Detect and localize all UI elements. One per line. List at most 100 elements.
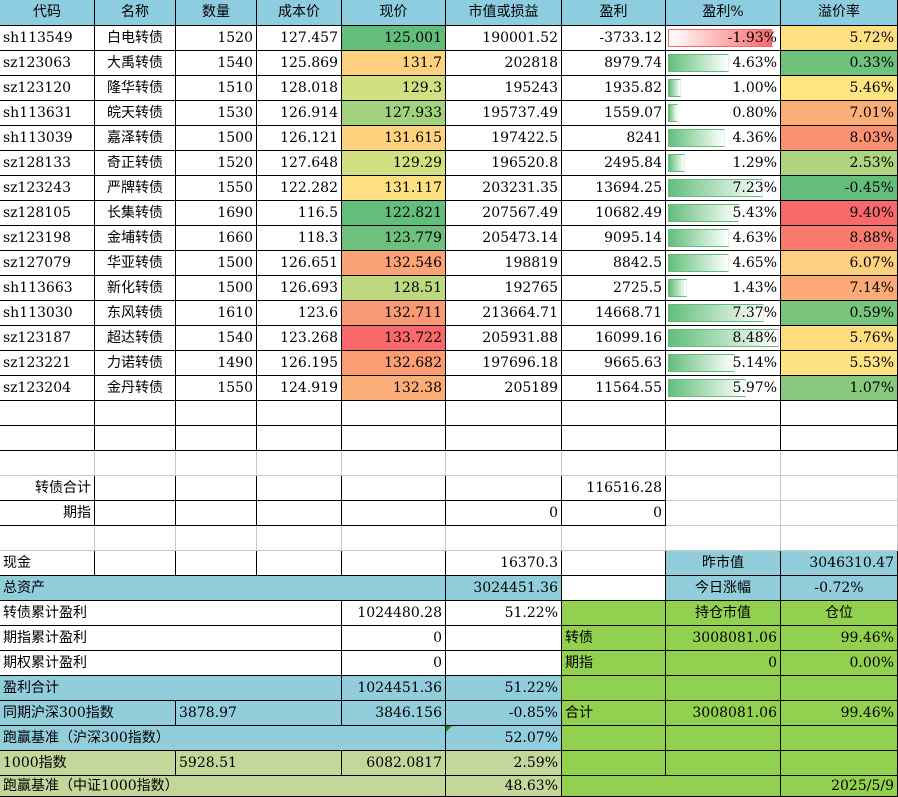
empty-cell[interactable] bbox=[446, 651, 562, 676]
bond-market-value[interactable]: 195243 bbox=[446, 76, 562, 101]
col-header[interactable]: 市值或损益 bbox=[446, 0, 562, 26]
cb-pos-label[interactable]: 转债 bbox=[562, 626, 666, 651]
bond-profit-pct[interactable]: 4.63% bbox=[666, 226, 781, 251]
hs300-now[interactable]: 3846.156 bbox=[342, 701, 446, 726]
empty-cell[interactable] bbox=[446, 426, 562, 451]
total-position[interactable]: 99.46% bbox=[781, 701, 898, 726]
bond-cost[interactable]: 125.869 bbox=[257, 51, 342, 76]
hs300-base[interactable]: 3878.97 bbox=[176, 701, 342, 726]
bond-price[interactable]: 129.3 bbox=[342, 76, 446, 101]
bond-premium[interactable]: 2.53% bbox=[781, 151, 898, 176]
empty-cell[interactable] bbox=[781, 526, 898, 551]
bond-code[interactable]: sz123120 bbox=[0, 76, 95, 101]
empty-cell[interactable] bbox=[781, 676, 898, 701]
col-header[interactable]: 名称 bbox=[95, 0, 176, 26]
hold-mv-label[interactable]: 持仓市值 bbox=[666, 601, 781, 626]
bond-market-value[interactable]: 195737.49 bbox=[446, 101, 562, 126]
empty-cell[interactable] bbox=[257, 526, 342, 551]
empty-cell[interactable] bbox=[0, 526, 95, 551]
total-assets-label[interactable]: 总资产 bbox=[0, 576, 446, 601]
bond-profit-pct[interactable]: 4.65% bbox=[666, 251, 781, 276]
bond-price[interactable]: 127.933 bbox=[342, 101, 446, 126]
bond-profit-pct[interactable]: 8.48% bbox=[666, 326, 781, 351]
bond-premium[interactable]: 5.76% bbox=[781, 326, 898, 351]
empty-cell[interactable] bbox=[342, 526, 446, 551]
prev-mv-label[interactable]: 昨市值 bbox=[666, 551, 781, 576]
empty-cell[interactable] bbox=[257, 401, 342, 426]
csi1000-now[interactable]: 6082.0817 bbox=[342, 751, 446, 776]
cash-value[interactable]: 16370.3 bbox=[446, 551, 562, 576]
bond-profit-pct[interactable]: 1.43% bbox=[666, 276, 781, 301]
empty-cell[interactable] bbox=[562, 526, 666, 551]
bond-cost[interactable]: 118.3 bbox=[257, 226, 342, 251]
bond-profit[interactable]: 10682.49 bbox=[562, 201, 666, 226]
empty-cell[interactable] bbox=[666, 676, 781, 701]
empty-cell[interactable] bbox=[95, 501, 176, 526]
empty-cell[interactable] bbox=[562, 426, 666, 451]
bond-market-value[interactable]: 205473.14 bbox=[446, 226, 562, 251]
empty-cell[interactable] bbox=[562, 776, 781, 797]
csi1000-base[interactable]: 5928.51 bbox=[176, 751, 342, 776]
empty-cell[interactable] bbox=[446, 451, 562, 476]
empty-cell[interactable] bbox=[562, 551, 666, 576]
futures-mv[interactable]: 0 bbox=[446, 501, 562, 526]
bond-name[interactable]: 金埔转债 bbox=[95, 226, 176, 251]
bond-qty[interactable]: 1690 bbox=[176, 201, 257, 226]
empty-cell[interactable] bbox=[176, 451, 257, 476]
bond-premium[interactable]: 9.40% bbox=[781, 201, 898, 226]
bond-name[interactable]: 金丹转债 bbox=[95, 376, 176, 401]
bond-code[interactable]: sh113631 bbox=[0, 101, 95, 126]
bond-premium[interactable]: 5.72% bbox=[781, 26, 898, 51]
profit-total-value[interactable]: 1024451.36 bbox=[342, 676, 446, 701]
bond-premium[interactable]: 8.03% bbox=[781, 126, 898, 151]
empty-cell[interactable] bbox=[176, 551, 257, 576]
empty-cell[interactable] bbox=[176, 401, 257, 426]
bond-code[interactable]: sz123204 bbox=[0, 376, 95, 401]
bond-market-value[interactable]: 205931.88 bbox=[446, 326, 562, 351]
bond-cost[interactable]: 127.648 bbox=[257, 151, 342, 176]
bond-qty[interactable]: 1660 bbox=[176, 226, 257, 251]
bond-premium[interactable]: 0.59% bbox=[781, 301, 898, 326]
fut-position[interactable]: 0.00% bbox=[781, 651, 898, 676]
empty-cell[interactable] bbox=[666, 751, 781, 776]
bond-premium[interactable]: 8.88% bbox=[781, 226, 898, 251]
cb-cum-label[interactable]: 转债累计盈利 bbox=[0, 601, 342, 626]
bond-price[interactable]: 131.615 bbox=[342, 126, 446, 151]
bond-qty[interactable]: 1540 bbox=[176, 326, 257, 351]
cb-cum-value[interactable]: 1024480.28 bbox=[342, 601, 446, 626]
empty-cell[interactable] bbox=[176, 501, 257, 526]
empty-cell[interactable] bbox=[781, 426, 898, 451]
bond-cost[interactable]: 126.651 bbox=[257, 251, 342, 276]
empty-cell[interactable] bbox=[446, 401, 562, 426]
bond-name[interactable]: 嘉泽转债 bbox=[95, 126, 176, 151]
bond-cost[interactable]: 126.195 bbox=[257, 351, 342, 376]
bond-qty[interactable]: 1520 bbox=[176, 26, 257, 51]
empty-cell[interactable] bbox=[781, 501, 898, 526]
hs300-pct[interactable]: -0.85% bbox=[446, 701, 562, 726]
bond-name[interactable]: 新化转债 bbox=[95, 276, 176, 301]
empty-cell[interactable] bbox=[342, 551, 446, 576]
empty-cell[interactable] bbox=[666, 726, 781, 751]
hs300-label[interactable]: 同期沪深300指数 bbox=[0, 701, 176, 726]
bond-code[interactable]: sz127079 bbox=[0, 251, 95, 276]
bond-qty[interactable]: 1500 bbox=[176, 276, 257, 301]
empty-cell[interactable] bbox=[95, 401, 176, 426]
bond-cost[interactable]: 127.457 bbox=[257, 26, 342, 51]
bond-market-value[interactable]: 203231.35 bbox=[446, 176, 562, 201]
bond-cost[interactable]: 128.018 bbox=[257, 76, 342, 101]
bond-price[interactable]: 131.7 bbox=[342, 51, 446, 76]
csi1000-pct[interactable]: 2.59% bbox=[446, 751, 562, 776]
cb-total-value[interactable]: 116516.28 bbox=[562, 476, 666, 501]
empty-cell[interactable] bbox=[562, 676, 666, 701]
total-pos-label[interactable]: 合计 bbox=[562, 701, 666, 726]
empty-cell[interactable] bbox=[176, 426, 257, 451]
bond-premium[interactable]: 5.53% bbox=[781, 351, 898, 376]
bond-profit[interactable]: 8241 bbox=[562, 126, 666, 151]
empty-cell[interactable] bbox=[257, 451, 342, 476]
bond-profit-pct[interactable]: 1.00% bbox=[666, 76, 781, 101]
bond-profit[interactable]: 11564.55 bbox=[562, 376, 666, 401]
bond-name[interactable]: 隆华转债 bbox=[95, 76, 176, 101]
empty-cell[interactable] bbox=[666, 501, 781, 526]
bond-cost[interactable]: 126.121 bbox=[257, 126, 342, 151]
empty-cell[interactable] bbox=[562, 401, 666, 426]
